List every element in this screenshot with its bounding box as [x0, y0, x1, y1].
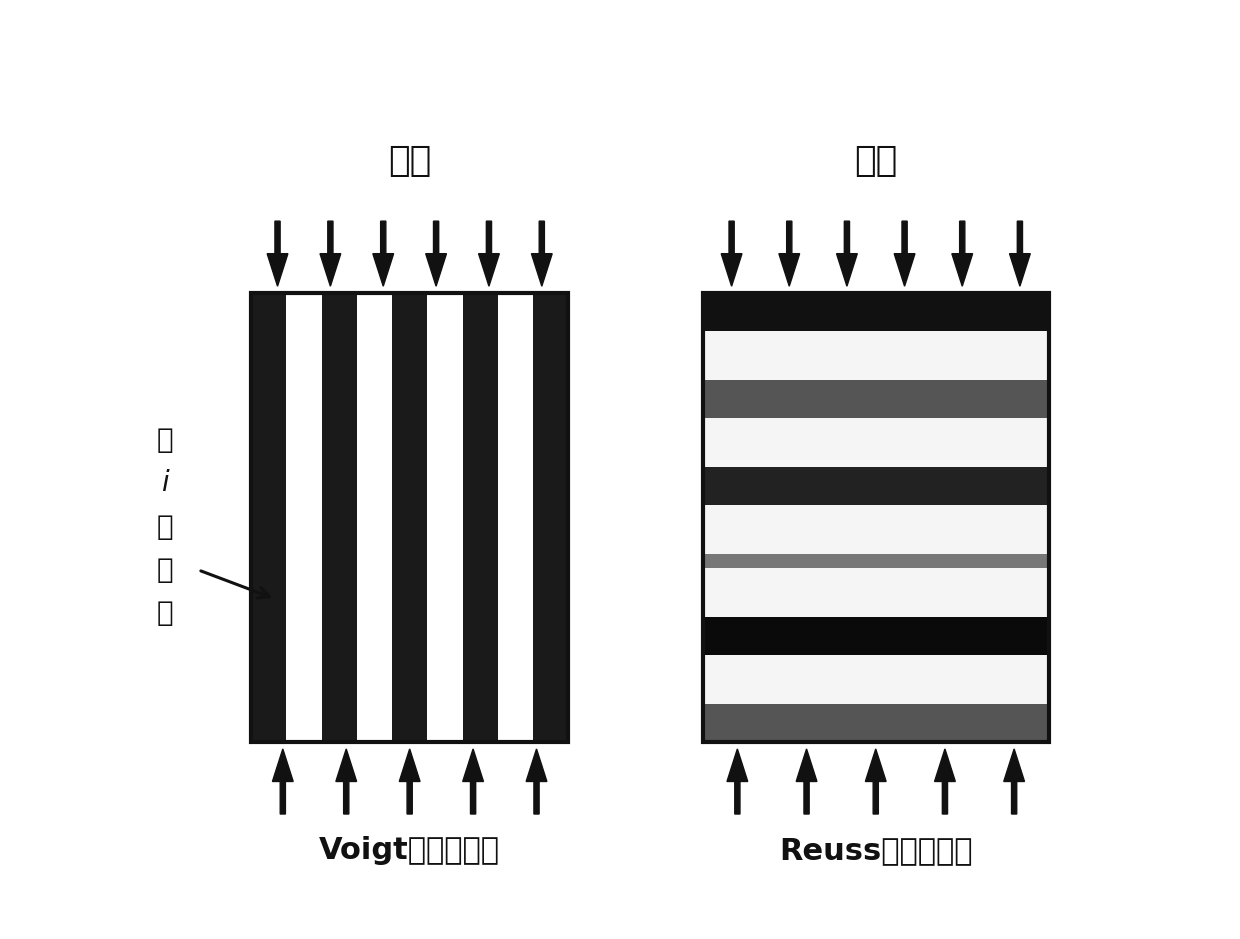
FancyArrow shape [1003, 749, 1024, 814]
Bar [703, 554, 1049, 568]
FancyArrow shape [479, 221, 500, 286]
FancyArrow shape [267, 221, 288, 286]
Text: Reuss等应力模型: Reuss等应力模型 [779, 836, 972, 865]
FancyArrow shape [336, 749, 357, 814]
Bar [703, 617, 1049, 654]
FancyArrow shape [463, 749, 484, 814]
Text: Voigt等应变模型: Voigt等应变模型 [319, 836, 500, 865]
Bar [703, 293, 1049, 742]
FancyArrow shape [727, 749, 748, 814]
Bar [703, 331, 1049, 380]
Text: i: i [161, 470, 169, 497]
FancyArrow shape [935, 749, 955, 814]
Bar [357, 293, 392, 742]
Bar [703, 380, 1049, 419]
Bar [703, 419, 1049, 468]
FancyArrow shape [532, 221, 552, 286]
Text: 种: 种 [156, 513, 172, 541]
Text: 分: 分 [156, 599, 172, 627]
FancyArrow shape [952, 221, 972, 286]
Bar [286, 293, 321, 742]
Bar [497, 293, 533, 742]
Text: 应力: 应力 [388, 144, 432, 177]
FancyArrow shape [399, 749, 420, 814]
FancyArrow shape [373, 221, 393, 286]
FancyArrow shape [1009, 221, 1030, 286]
FancyArrow shape [796, 749, 817, 814]
Bar [703, 568, 1049, 617]
FancyArrow shape [779, 221, 800, 286]
FancyArrow shape [273, 749, 293, 814]
Bar [250, 293, 568, 742]
Bar [703, 293, 1049, 331]
FancyArrow shape [425, 221, 446, 286]
FancyArrow shape [320, 221, 341, 286]
FancyArrow shape [722, 221, 742, 286]
Bar [703, 703, 1049, 742]
Bar [428, 293, 463, 742]
FancyArrow shape [894, 221, 915, 286]
Bar [703, 468, 1049, 505]
Text: 第: 第 [156, 425, 172, 454]
Text: 应力: 应力 [854, 144, 898, 177]
FancyArrow shape [837, 221, 857, 286]
FancyArrow shape [526, 749, 547, 814]
FancyArrow shape [866, 749, 887, 814]
Text: 组: 组 [156, 556, 172, 584]
Bar [703, 654, 1049, 703]
Bar [250, 293, 568, 742]
Bar [703, 505, 1049, 554]
